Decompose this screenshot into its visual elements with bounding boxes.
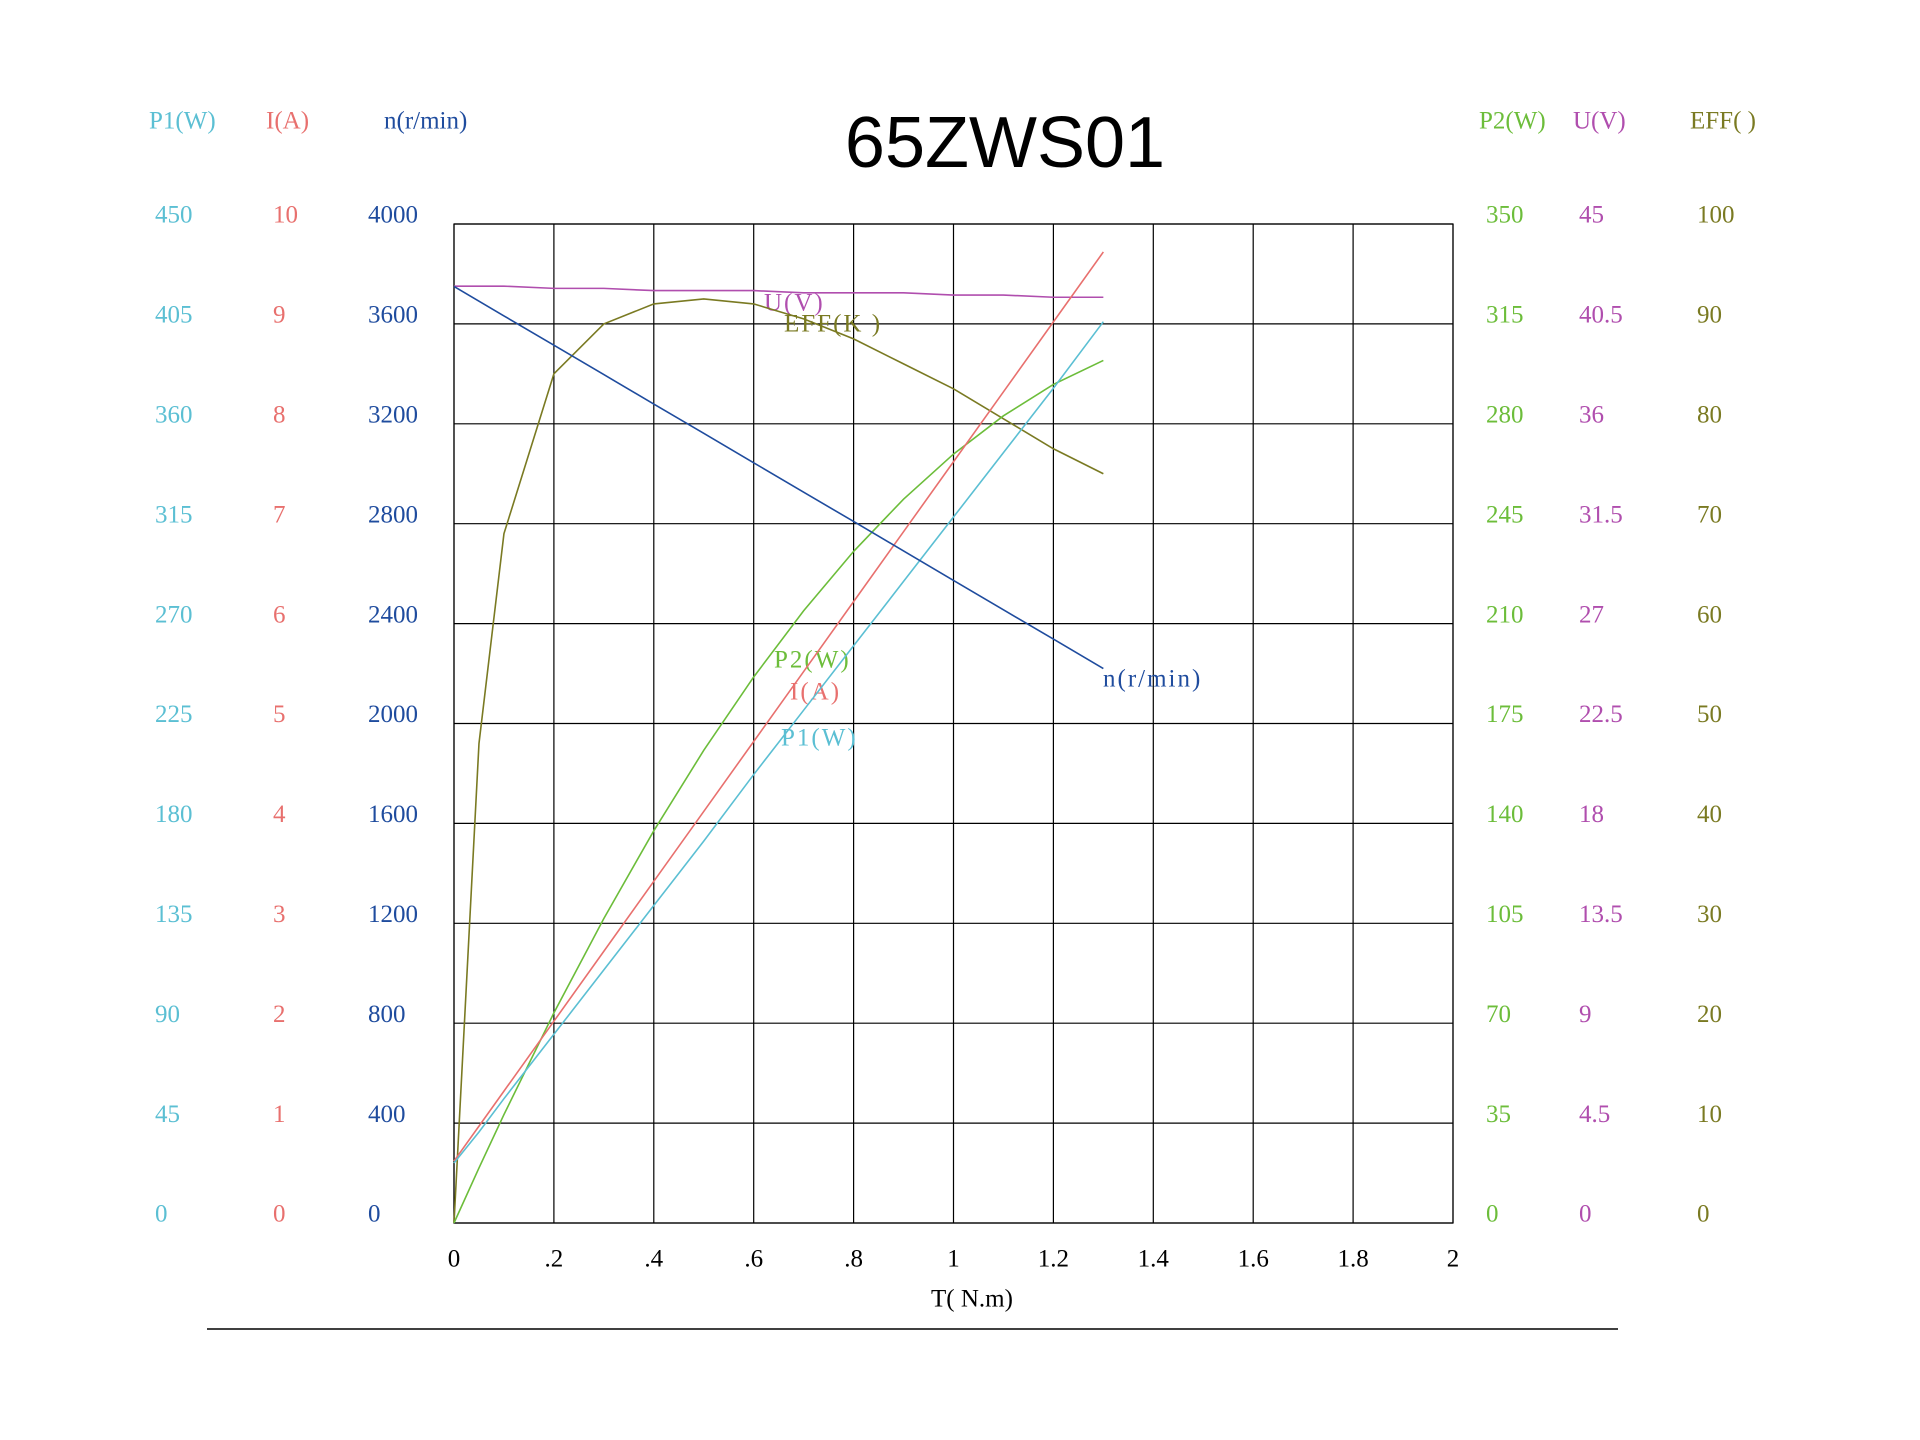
y-tick-label: 280: [1486, 402, 1524, 429]
y-tick-label: 27: [1579, 601, 1604, 628]
y-tick-label: 0: [1579, 1201, 1592, 1228]
plot-frame: [453, 223, 1454, 1224]
x-tick-label: 2: [1447, 1246, 1460, 1273]
y-tick-label: 20: [1697, 1001, 1722, 1028]
y-tick-label: 4000: [368, 202, 418, 229]
y-tick-label: 90: [155, 1001, 180, 1028]
x-tick-label: 1.4: [1138, 1246, 1170, 1273]
chart-title: 65ZWS01: [845, 103, 1165, 183]
y-tick-label: 405: [155, 302, 193, 329]
y-tick-label: 36: [1579, 402, 1604, 429]
y-tick-label: 105: [1486, 901, 1524, 928]
y-tick-label: 70: [1697, 501, 1722, 528]
y-tick-label: 40.5: [1579, 302, 1623, 329]
curve: [454, 285, 1104, 299]
curve: [453, 321, 1104, 1164]
y-tick-label: 400: [368, 1101, 406, 1128]
y-tick-label: 210: [1486, 601, 1524, 628]
y-tick-label: 1: [273, 1101, 286, 1128]
x-tick-label: .4: [644, 1246, 663, 1273]
curve: [453, 298, 1104, 1224]
y-tick-label: 0: [273, 1201, 286, 1228]
y-tick-label: 0: [1697, 1201, 1710, 1228]
x-tick-label: 1.2: [1038, 1246, 1069, 1273]
y-tick-label: 6: [273, 601, 286, 628]
curve-label: P1(W): [781, 725, 858, 752]
y-tick-label: 45: [1579, 202, 1604, 229]
x-tick-label: 1: [947, 1246, 960, 1273]
y-tick-label: 2800: [368, 501, 418, 528]
y-tick-label: 35: [1486, 1101, 1511, 1128]
x-tick-label: 0: [448, 1246, 461, 1273]
y-tick-label: 175: [1486, 701, 1524, 728]
curve: [453, 251, 1105, 1162]
y-tick-label: 270: [155, 601, 193, 628]
y-tick-label: 140: [1486, 801, 1524, 828]
y-tick-label: 7: [273, 501, 286, 528]
y-tick-label: 70: [1486, 1001, 1511, 1028]
y-axis-title: I(A): [266, 108, 309, 135]
y-tick-label: 2000: [368, 701, 418, 728]
y-tick-label: 45: [155, 1101, 180, 1128]
y-tick-label: 135: [155, 901, 193, 928]
y-tick-label: 315: [155, 501, 193, 528]
y-axis-title: EFF( ): [1690, 108, 1756, 135]
x-axis-label: T( N.m): [931, 1286, 1013, 1313]
y-tick-label: 350: [1486, 202, 1524, 229]
y-axis-title: P1(W): [149, 108, 216, 135]
curve: [453, 285, 1104, 670]
y-tick-label: 3200: [368, 402, 418, 429]
y-tick-label: 180: [155, 801, 193, 828]
y-tick-label: 3600: [368, 302, 418, 329]
x-tick-label: .8: [844, 1246, 863, 1273]
y-tick-label: 100: [1697, 202, 1735, 229]
x-tick-label: 1.6: [1238, 1246, 1269, 1273]
y-tick-label: 60: [1697, 601, 1722, 628]
y-tick-label: 450: [155, 202, 193, 229]
y-tick-label: 360: [155, 402, 193, 429]
y-tick-label: 9: [1579, 1001, 1592, 1028]
y-tick-label: 3: [273, 901, 286, 928]
y-tick-label: 1200: [368, 901, 418, 928]
y-tick-label: 22.5: [1579, 701, 1623, 728]
y-tick-label: 225: [155, 701, 193, 728]
y-tick-label: 5: [273, 701, 286, 728]
y-axis-title: P2(W): [1479, 108, 1546, 135]
y-tick-label: 0: [1486, 1201, 1499, 1228]
curve: [453, 359, 1104, 1224]
y-tick-label: 0: [368, 1201, 381, 1228]
y-tick-label: 2400: [368, 601, 418, 628]
y-tick-label: 800: [368, 1001, 406, 1028]
x-tick-label: .2: [545, 1246, 564, 1273]
y-axis-title: U(V): [1573, 108, 1626, 135]
curve-label: EFF(K ): [784, 311, 882, 338]
y-tick-label: 8: [273, 402, 286, 429]
y-tick-label: 315: [1486, 302, 1524, 329]
y-axis-title: n(r/min): [384, 108, 467, 135]
curve-label: n(r/min): [1103, 666, 1202, 693]
y-tick-label: 30: [1697, 901, 1722, 928]
y-tick-label: 10: [1697, 1101, 1722, 1128]
y-tick-label: 13.5: [1579, 901, 1623, 928]
y-tick-label: 9: [273, 302, 286, 329]
y-tick-label: 1600: [368, 801, 418, 828]
y-tick-label: 80: [1697, 402, 1722, 429]
y-tick-label: 50: [1697, 701, 1722, 728]
x-tick-label: .6: [744, 1246, 763, 1273]
y-tick-label: 10: [273, 202, 298, 229]
curve-label: I(A): [790, 679, 841, 706]
y-tick-label: 0: [155, 1201, 168, 1228]
y-tick-label: 18: [1579, 801, 1604, 828]
y-tick-label: 4: [273, 801, 286, 828]
x-tick-label: 1.8: [1337, 1246, 1368, 1273]
curve-label: U(V): [764, 290, 825, 317]
y-tick-label: 245: [1486, 501, 1524, 528]
y-tick-label: 4.5: [1579, 1101, 1610, 1128]
y-tick-label: 2: [273, 1001, 286, 1028]
y-tick-label: 31.5: [1579, 501, 1623, 528]
y-tick-label: 90: [1697, 302, 1722, 329]
y-tick-label: 40: [1697, 801, 1722, 828]
